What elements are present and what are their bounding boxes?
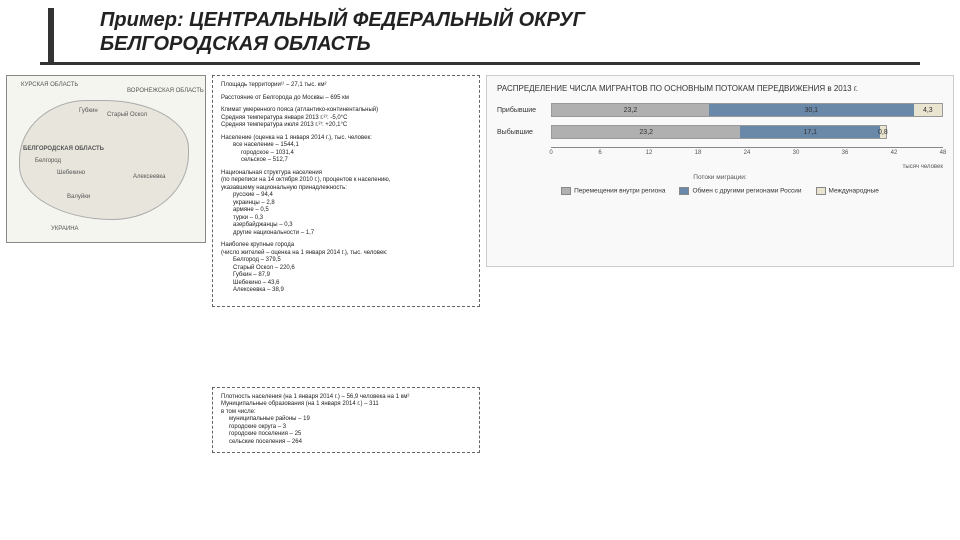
info-city-4: Шебекино – 43,6 <box>221 280 471 288</box>
header-accent-bar <box>48 8 54 64</box>
info-nat-aze: азербайджанцы – 0,3 <box>221 222 471 230</box>
footer-incl: в том числе: <box>221 409 471 417</box>
info-pop-rural: сельское – 512,7 <box>221 157 471 165</box>
migration-chart: РАСПРЕДЕЛЕНИЕ ЧИСЛА МИГРАНТОВ ПО ОСНОВНЫ… <box>486 75 954 267</box>
info-pop-urban: городское – 1031,4 <box>221 150 471 158</box>
axis-tick: 30 <box>793 150 800 156</box>
bar-row-label: Прибывшие <box>497 107 551 114</box>
info-city-5: Алексеевка – 38,9 <box>221 287 471 295</box>
title-line-2: БЕЛГОРОДСКАЯ ОБЛАСТЬ <box>100 32 860 56</box>
bar-segment: 4,3 <box>914 103 943 117</box>
chart-bar-row: Прибывшие23,230,14,3 <box>497 103 943 117</box>
axis-tick: 18 <box>695 150 702 156</box>
info-distance: Расстояние от Белгорода до Москвы – 695 … <box>221 95 471 103</box>
axis-tick: 36 <box>842 150 849 156</box>
info-nat-oth: другие национальности – 1,7 <box>221 230 471 238</box>
info-area: Площадь территории¹⁾ – 27,1 тыс. км² <box>221 82 471 90</box>
info-cities-sub: (число жителей – оценка на 1 января 2014… <box>221 250 471 258</box>
axis-tick: 0 <box>549 150 552 156</box>
bar-track: 23,217,10,8 <box>551 125 943 139</box>
info-climate-block: Климат умеренного пояса (атлантико-конти… <box>221 107 471 130</box>
content-row: КУРСКАЯ ОБЛАСТЬ ВОРОНЕЖСКАЯ ОБЛАСТЬ БЕЛГ… <box>0 65 960 307</box>
bar-segment: 23,2 <box>551 103 709 117</box>
chart-bars: Прибывшие23,230,14,3Выбывшие23,217,10,8 <box>497 103 943 139</box>
info-city-1: Белгород – 379,5 <box>221 257 471 265</box>
info-city-2: Старый Оскол – 220,6 <box>221 265 471 273</box>
chart-potoki-label: Потоки миграции: <box>497 174 943 181</box>
bar-segment: 23,2 <box>551 125 740 139</box>
map-label-belgorod-obl: БЕЛГОРОДСКАЯ ОБЛАСТЬ <box>23 146 104 152</box>
bar-track: 23,230,14,3 <box>551 103 943 117</box>
info-nat-rus: русские – 94,4 <box>221 192 471 200</box>
map-city-stary-oskol: Старый Оскол <box>107 112 147 118</box>
axis-tick: 24 <box>744 150 751 156</box>
info-cities-block: Наиболее крупные города (число жителей –… <box>221 242 471 295</box>
info-nat-sub1: (по переписи на 14 октября 2010 г.), про… <box>221 177 471 185</box>
bar-segment: 17,1 <box>740 125 880 139</box>
axis-tick: 42 <box>891 150 898 156</box>
footer-munic: Муниципальные образования (на 1 января 2… <box>221 401 471 409</box>
map-city-valuyki: Валуйки <box>67 194 90 200</box>
chart-axis: 0612182430364248 <box>551 147 943 163</box>
axis-tick: 12 <box>646 150 653 156</box>
legend-label: Международные <box>829 188 879 195</box>
map-label-ukraine: УКРАИНА <box>51 226 79 232</box>
legend-item: Обмен с другими регионами России <box>679 187 801 195</box>
info-pop-block: Население (оценка на 1 января 2014 г.), … <box>221 135 471 165</box>
info-pop-all: все население – 1544,1 <box>221 142 471 150</box>
legend-label: Перемещения внутри региона <box>574 188 665 195</box>
footer-m4: сельские поселения – 264 <box>221 439 471 447</box>
title-line-1: Пример: ЦЕНТРАЛЬНЫЙ ФЕДЕРАЛЬНЫЙ ОКРУГ <box>100 8 860 32</box>
map-city-gubkin: Губкин <box>79 108 98 114</box>
info-city-3: Губкин – 87,9 <box>221 272 471 280</box>
info-nat-tur: турки – 0,3 <box>221 215 471 223</box>
map-city-alekseevka: Алексеевка <box>133 174 166 180</box>
axis-tick: 6 <box>598 150 601 156</box>
legend-label: Обмен с другими регионами России <box>692 188 801 195</box>
legend-swatch <box>816 187 826 195</box>
chart-bar-row: Выбывшие23,217,10,8 <box>497 125 943 139</box>
footer-panel: Плотность населения (на 1 января 2014 г.… <box>212 387 480 454</box>
bar-row-label: Выбывшие <box>497 129 551 136</box>
info-nat-sub2: указавшему национальную принадлежность: <box>221 185 471 193</box>
info-pop-head: Население (оценка на 1 января 2014 г.), … <box>221 135 471 143</box>
info-climate: Климат умеренного пояса (атлантико-конти… <box>221 107 471 115</box>
map-label-kursk: КУРСКАЯ ОБЛАСТЬ <box>21 82 78 88</box>
info-temp-jul: Средняя температура июля 2013 г.²⁾: +20,… <box>221 122 471 130</box>
info-nat-block: Национальная структура населения (по пер… <box>221 170 471 238</box>
legend-item: Международные <box>816 187 879 195</box>
bar-segment: 30,1 <box>709 103 914 117</box>
footer-m1: муниципальные районы – 19 <box>221 416 471 424</box>
footer-m3: городские поселения – 25 <box>221 431 471 439</box>
info-panel: Площадь территории¹⁾ – 27,1 тыс. км² Рас… <box>212 75 480 307</box>
footer-m2: городские округа – 3 <box>221 424 471 432</box>
map-label-voronezh: ВОРОНЕЖСКАЯ ОБЛАСТЬ <box>127 88 204 94</box>
legend-swatch <box>679 187 689 195</box>
page-header: Пример: ЦЕНТРАЛЬНЫЙ ФЕДЕРАЛЬНЫЙ ОКРУГ БЕ… <box>40 0 920 65</box>
legend-item: Перемещения внутри региона <box>561 187 665 195</box>
info-temp-jan: Средняя температура января 2013 г.²⁾: -5… <box>221 115 471 123</box>
info-nat-arm: армяне – 0,5 <box>221 207 471 215</box>
map-city-belgorod: Белгород <box>35 158 61 164</box>
chart-legend: Перемещения внутри региона Обмен с другим… <box>497 187 943 195</box>
chart-title: РАСПРЕДЕЛЕНИЕ ЧИСЛА МИГРАНТОВ ПО ОСНОВНЫ… <box>497 84 943 93</box>
legend-swatch <box>561 187 571 195</box>
info-nat-ukr: украинцы – 2,8 <box>221 200 471 208</box>
info-cities-head: Наиболее крупные города <box>221 242 471 250</box>
footer-density: Плотность населения (на 1 января 2014 г.… <box>221 394 471 402</box>
region-map: КУРСКАЯ ОБЛАСТЬ ВОРОНЕЖСКАЯ ОБЛАСТЬ БЕЛГ… <box>6 75 206 243</box>
map-city-shebekino: Шебекино <box>57 170 85 176</box>
bar-segment: 0,8 <box>880 125 887 139</box>
axis-tick: 48 <box>940 150 947 156</box>
info-nat-head: Национальная структура населения <box>221 170 471 178</box>
chart-axis-unit: тысяч человек <box>497 164 943 170</box>
